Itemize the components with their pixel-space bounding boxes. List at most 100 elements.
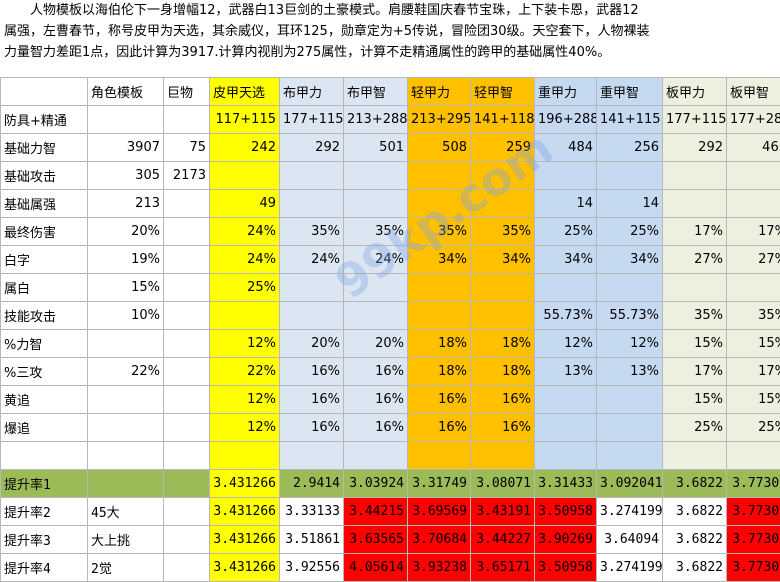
row-label[interactable]: 防具+精通 <box>1 106 88 134</box>
rate-cell[interactable]: 3.274199 <box>597 498 663 526</box>
header-cell[interactable] <box>1 78 88 106</box>
data-cell[interactable] <box>727 162 780 190</box>
data-cell[interactable]: 24% <box>280 246 344 274</box>
row-label[interactable]: 最终伤害 <box>1 218 88 246</box>
empty-cell[interactable] <box>408 442 471 470</box>
data-cell[interactable] <box>535 274 597 302</box>
row-label[interactable]: 提升率4 <box>1 554 88 582</box>
data-cell[interactable]: 25% <box>663 414 727 442</box>
data-cell[interactable]: 16% <box>280 386 344 414</box>
empty-cell[interactable] <box>1 442 88 470</box>
data-cell[interactable] <box>210 302 280 330</box>
empty-cell[interactable] <box>535 442 597 470</box>
data-cell[interactable]: 117+115 <box>210 106 280 134</box>
rate-cell[interactable]: 4.05614 <box>344 554 408 582</box>
data-cell[interactable]: 27% <box>727 246 780 274</box>
rate-cell[interactable]: 3.70684 <box>408 526 471 554</box>
data-cell[interactable] <box>471 190 535 218</box>
data-cell[interactable] <box>164 386 210 414</box>
data-cell[interactable] <box>597 162 663 190</box>
rate-cell[interactable]: 3.90269 <box>535 526 597 554</box>
data-cell[interactable]: 12% <box>210 330 280 358</box>
rate-cell[interactable] <box>88 470 164 498</box>
data-cell[interactable]: 242 <box>210 134 280 162</box>
data-cell[interactable] <box>164 190 210 218</box>
data-cell[interactable] <box>408 162 471 190</box>
data-cell[interactable]: 12% <box>210 414 280 442</box>
data-cell[interactable]: 508 <box>408 134 471 162</box>
rate-cell[interactable] <box>164 554 210 582</box>
rate-cell[interactable]: 3.77303 <box>727 498 780 526</box>
row-label[interactable]: 基础攻击 <box>1 162 88 190</box>
header-cell[interactable]: 轻甲智 <box>471 78 535 106</box>
rate-cell[interactable]: 3.50958 <box>535 554 597 582</box>
data-cell[interactable]: 24% <box>210 246 280 274</box>
data-cell[interactable]: 34% <box>471 246 535 274</box>
data-cell[interactable] <box>280 190 344 218</box>
data-cell[interactable]: 35% <box>727 302 780 330</box>
data-cell[interactable]: 141+115 <box>597 106 663 134</box>
rate-cell[interactable]: 3.6822 <box>663 498 727 526</box>
data-cell[interactable] <box>210 162 280 190</box>
data-cell[interactable]: 10% <box>88 302 164 330</box>
data-cell[interactable]: 15% <box>663 386 727 414</box>
data-cell[interactable]: 35% <box>471 218 535 246</box>
data-cell[interactable]: 501 <box>344 134 408 162</box>
rate-cell[interactable]: 3.274199 <box>597 554 663 582</box>
rate-cell[interactable]: 3.92556 <box>280 554 344 582</box>
rate-cell[interactable]: 3.77303 <box>727 470 780 498</box>
data-cell[interactable]: 13% <box>597 358 663 386</box>
rate-cell[interactable]: 3.43191 <box>471 498 535 526</box>
empty-cell[interactable] <box>210 442 280 470</box>
data-cell[interactable]: 27% <box>663 246 727 274</box>
row-label[interactable]: 基础力智 <box>1 134 88 162</box>
rate-cell[interactable]: 3.33133 <box>280 498 344 526</box>
header-cell[interactable]: 布甲智 <box>344 78 408 106</box>
data-cell[interactable] <box>663 162 727 190</box>
data-cell[interactable] <box>280 302 344 330</box>
data-cell[interactable]: 20% <box>88 218 164 246</box>
data-cell[interactable]: 18% <box>471 358 535 386</box>
data-cell[interactable]: 17% <box>663 218 727 246</box>
data-cell[interactable]: 15% <box>727 386 780 414</box>
data-cell[interactable] <box>88 330 164 358</box>
row-label[interactable]: 白字 <box>1 246 88 274</box>
rate-cell[interactable]: 3.51861 <box>280 526 344 554</box>
rate-cell[interactable]: 3.431266 <box>210 554 280 582</box>
data-cell[interactable]: 13% <box>535 358 597 386</box>
data-cell[interactable]: 14 <box>535 190 597 218</box>
data-cell[interactable] <box>408 302 471 330</box>
data-cell[interactable] <box>344 302 408 330</box>
data-cell[interactable]: 16% <box>280 414 344 442</box>
rate-cell[interactable]: 3.08071 <box>471 470 535 498</box>
row-label[interactable]: %力智 <box>1 330 88 358</box>
rate-cell[interactable]: 3.77303 <box>727 526 780 554</box>
rate-cell[interactable]: 3.431266 <box>210 526 280 554</box>
data-cell[interactable]: 20% <box>344 330 408 358</box>
data-cell[interactable]: 16% <box>344 414 408 442</box>
data-cell[interactable] <box>663 190 727 218</box>
data-cell[interactable] <box>164 330 210 358</box>
rate-cell[interactable]: 3.431266 <box>210 498 280 526</box>
rate-cell[interactable]: 大上挑 <box>88 526 164 554</box>
data-cell[interactable] <box>344 274 408 302</box>
data-cell[interactable]: 16% <box>344 358 408 386</box>
data-cell[interactable]: 75 <box>164 134 210 162</box>
row-label[interactable]: 爆追 <box>1 414 88 442</box>
data-cell[interactable] <box>280 162 344 190</box>
data-cell[interactable]: 55.73% <box>597 302 663 330</box>
data-cell[interactable]: 213 <box>88 190 164 218</box>
data-cell[interactable]: 484 <box>535 134 597 162</box>
header-cell[interactable]: 布甲力 <box>280 78 344 106</box>
data-cell[interactable]: 25% <box>727 414 780 442</box>
rate-cell[interactable]: 3.31433 <box>535 470 597 498</box>
rate-cell[interactable]: 3.93238 <box>408 554 471 582</box>
data-cell[interactable] <box>164 106 210 134</box>
rate-cell[interactable]: 3.44215 <box>344 498 408 526</box>
rate-cell[interactable] <box>164 526 210 554</box>
data-cell[interactable] <box>164 414 210 442</box>
rate-cell[interactable]: 3.6822 <box>663 470 727 498</box>
data-cell[interactable]: 25% <box>210 274 280 302</box>
data-cell[interactable] <box>727 190 780 218</box>
rate-cell[interactable]: 3.64094 <box>597 526 663 554</box>
